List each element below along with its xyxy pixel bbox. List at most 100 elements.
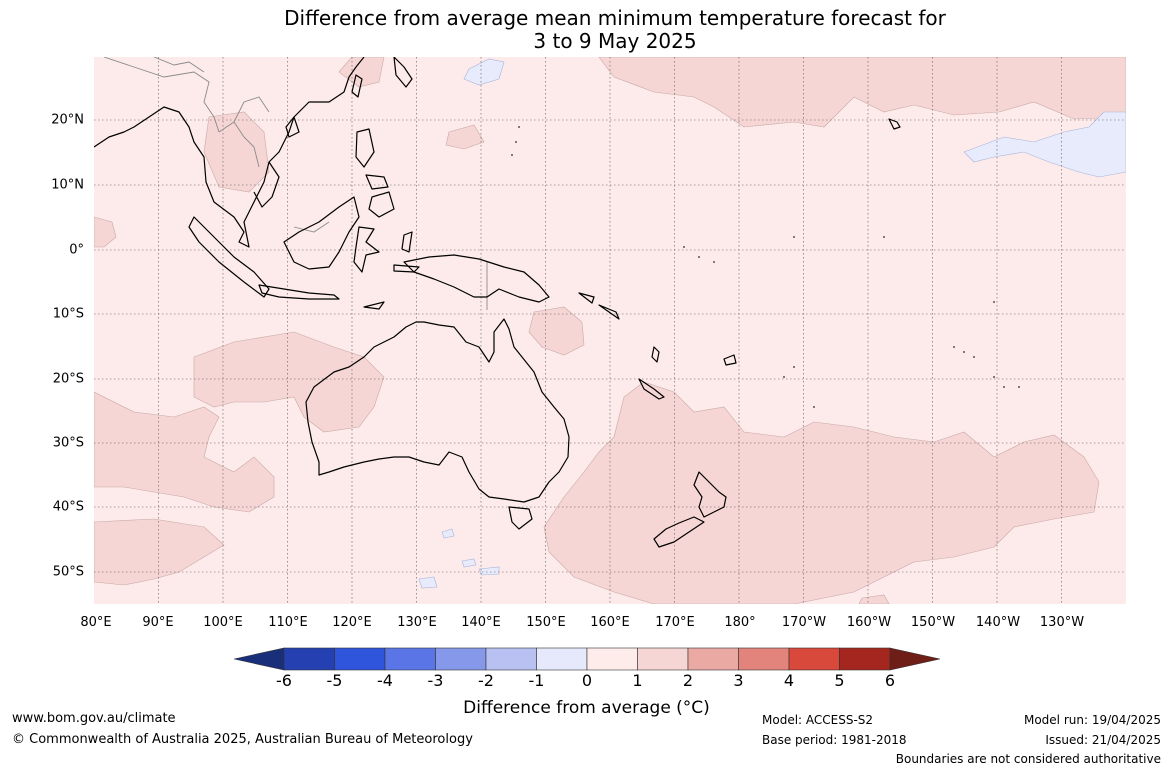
lon-label: 140°E [461,615,501,630]
warm-region-west-pacific-cap [338,57,385,88]
colorbar-tick-label: 6 [884,671,896,690]
colorbar-segment [637,647,689,671]
colorbar-segment [788,647,840,671]
model-run-date: Model run: 19/04/2025 [1023,713,1161,727]
colorbar-segment [384,647,436,671]
cool-region-south-1 [441,528,455,539]
warm-region-southern-ocean-west [94,518,225,586]
colorbar-tick-label: 4 [783,671,795,690]
coast-maluku [401,231,413,253]
cool-region-south-2 [461,558,477,568]
boundaries-disclaimer: Boundaries are not considered authoritat… [895,752,1161,766]
colorbar-tick-label: -3 [427,671,444,690]
lon-label: 150°E [526,615,566,630]
colorbar-segment [536,647,588,671]
lon-label: 150°W [910,615,956,630]
coast-taiwan [351,74,363,98]
cool-region-north [463,58,505,86]
colorbar-segment [283,647,335,671]
lat-label: 0° [69,242,84,258]
warm-anomaly-regions [94,57,1126,604]
colorbar-tick-label: 5 [834,671,845,690]
coast-borneo [283,196,360,270]
cool-anomaly-regions [418,58,1126,589]
lat-label: 10°S [52,306,84,322]
colorbar-tick-label: 1 [632,671,643,690]
small-islands [511,126,1020,408]
coast-sumatra [188,216,270,298]
colorbar-tick-label: 2 [682,671,694,690]
coast-new-guinea [403,254,550,303]
coast-nz-south [653,516,705,548]
coast-hainan [285,116,300,138]
lon-label: 100°E [203,615,243,630]
warm-region-indochina [203,111,270,193]
coast-timor [363,301,385,310]
lon-label: 130°E [397,615,437,630]
map-title: Difference from average mean minimum tem… [284,6,946,30]
warm-region-small-1 [445,124,485,150]
colorbar-tick-label: -4 [377,671,393,690]
lat-label: 40°S [52,499,84,515]
lat-label: 20°N [51,112,84,128]
map-title-date: 3 to 9 May 2025 [533,29,697,53]
coast-mindanao [368,191,395,218]
coast-australia [305,318,570,503]
coast-luzon [355,128,375,168]
colorbar-segment [738,647,790,671]
colorbar-tick-label: -1 [528,671,545,690]
website-link[interactable]: www.bom.gov.au/climate [12,711,176,726]
coast-tasmania [508,506,533,530]
colorbar-tick-label: 3 [733,671,744,690]
forecast-map [94,57,1126,604]
coast-java [258,284,340,300]
warm-region-indian-ocean [193,331,385,433]
colorbar-extend-low [234,647,285,671]
warm-region-west-australia [94,391,275,513]
warm-region-coral-sea [528,306,585,356]
colorbar-tick-label: -6 [276,671,292,690]
coast-fiji [723,354,737,366]
colorbar-segment [586,647,638,671]
colorbar-segment [687,647,739,671]
colorbar-segments [234,647,940,671]
colorbar-tick-label: 0 [581,671,593,690]
warm-region-north-pacific [598,57,1126,128]
lon-label: 90°E [142,615,174,630]
coast-hawaii [888,118,901,130]
lat-label: 50°S [52,564,84,580]
warm-region-south-patch [858,594,890,604]
copyright: © Commonwealth of Australia 2025, Austra… [12,732,473,747]
warm-region-west-edge [94,216,117,248]
coast-seram [393,264,420,273]
issued-date: Issued: 21/04/2025 [1045,733,1161,747]
lon-label: 170°E [655,615,695,630]
coast-sulawesi [353,226,380,273]
lon-label: 160°E [590,615,630,630]
colorbar-label: Difference from average (°C) [463,698,710,718]
lon-label: 170°W [781,615,827,630]
colorbar-extend-high [889,647,940,671]
colorbar-segment [334,647,386,671]
colorbar-segment [485,647,537,671]
base-period: Base period: 1981-2018 [762,733,907,747]
lon-label: 80°E [80,615,112,630]
coast-nz-north [693,471,727,518]
coast-new-caledonia [638,378,665,400]
colorbar-tick-label: -5 [326,671,343,690]
model-name: Model: ACCESS-S2 [762,713,874,727]
lon-label: 130°W [1039,615,1085,630]
lon-label: 160°W [846,615,892,630]
coast-indochina [253,161,280,208]
lat-label: 20°S [52,371,84,387]
cool-region-south-4 [418,576,438,589]
coast-asia [94,57,365,248]
lon-label: 180° [724,615,756,630]
coast-vanuatu [651,346,660,363]
lat-label: 10°N [51,177,84,193]
country-boundaries [103,57,488,310]
colorbar-segment [435,647,487,671]
coastlines [94,57,901,548]
coast-visayas [365,174,389,190]
lon-label: 110°E [268,615,308,630]
